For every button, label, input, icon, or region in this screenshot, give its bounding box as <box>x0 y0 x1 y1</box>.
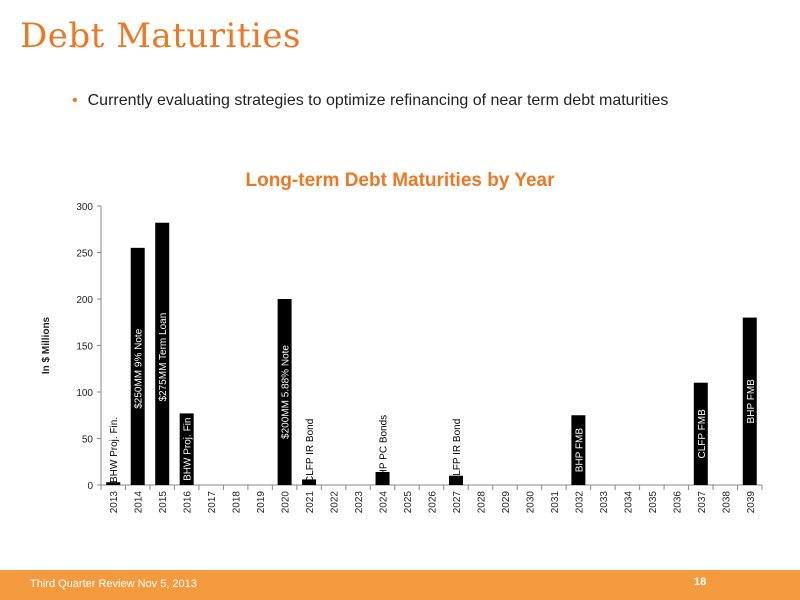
y-tick-label: 0 <box>87 481 93 492</box>
chart-title: Long-term Debt Maturities by Year <box>245 170 555 191</box>
bar-annotation-2027: CLFP IR Bond <box>452 419 463 483</box>
y-tick-label: 250 <box>76 249 93 260</box>
x-tick-label: 2033 <box>599 491 610 514</box>
bar-2015 <box>155 222 170 486</box>
x-tick-label: 2013 <box>109 491 120 514</box>
x-tick-label: 2016 <box>183 491 194 514</box>
x-tick-label: 2027 <box>452 491 463 514</box>
x-tick-label: 2015 <box>158 491 169 514</box>
x-tick-label: 2028 <box>476 491 487 514</box>
bar-2039 <box>742 317 757 485</box>
x-tick-label: 2020 <box>281 491 292 514</box>
x-tick-label: 2038 <box>721 491 732 514</box>
bar-2032 <box>571 415 586 485</box>
bullet-icon: • <box>72 92 78 109</box>
x-tick-label: 2018 <box>232 491 243 514</box>
x-tick-label: 2019 <box>256 491 267 514</box>
bar-2020 <box>277 299 292 485</box>
x-tick-label: 2032 <box>574 491 585 514</box>
bar-annotation-2016: BHW Proj. Fin <box>183 418 194 481</box>
bar-2014 <box>130 247 145 485</box>
bar-annotation-2021: CLFP IR Bond <box>305 419 316 483</box>
slide-title: Debt Maturities <box>20 16 301 56</box>
bar-2013 <box>106 482 121 485</box>
x-tick-label: 2031 <box>550 491 561 514</box>
x-tick-label: 2039 <box>746 491 757 514</box>
x-tick-label: 2026 <box>428 491 439 514</box>
bar-annotation-2032: BHP FMB <box>574 428 585 473</box>
x-tick-label: 2017 <box>207 491 218 514</box>
x-tick-label: 2014 <box>134 491 145 514</box>
bar-annotation-2015: $275MM Term Loan <box>158 313 169 402</box>
y-axis-label: In $ Millions <box>41 316 52 374</box>
y-tick-label: 150 <box>76 342 93 353</box>
bar-2027 <box>448 475 463 485</box>
bar-annotation-2037: CLFP FMB <box>697 409 708 459</box>
x-tick-label: 2037 <box>697 491 708 514</box>
bar-2021 <box>302 479 317 485</box>
debt-maturities-chart: 0 50 100 150 200 250 300 In $ Millions 2013 2014 2… <box>41 202 763 514</box>
footer-bar <box>0 570 800 600</box>
bar-annotation-2014: $250MM 9% Note <box>134 328 145 408</box>
x-tick-label: 2034 <box>623 491 634 514</box>
bar-annotation-2015: BHW Proj. Fin. <box>158 417 169 483</box>
x-tick-label: 2024 <box>379 491 390 514</box>
bullet-point: • Currently evaluating strategies to opti… <box>72 92 668 110</box>
bar-annotation-2039: BHP FMB <box>746 379 757 424</box>
footer-text: Third Quarter Review Nov 5, 2013 <box>30 578 197 590</box>
bar-annotation-2020: $200MM 5.88% Note <box>281 345 292 439</box>
bar-annotation-2014: BHW Proj. Fin. <box>134 417 145 483</box>
x-tick-label: 2035 <box>648 491 659 514</box>
x-tick-label: 2022 <box>330 491 341 514</box>
y-tick-label: 50 <box>82 435 94 446</box>
bar-2037 <box>693 382 708 485</box>
page-number: 18 <box>694 576 707 588</box>
x-tick-label: 2030 <box>525 491 536 514</box>
x-tick-label: 2029 <box>501 491 512 514</box>
bar-2016 <box>179 413 194 485</box>
y-tick-label: 300 <box>76 202 93 213</box>
x-tick-label: 2036 <box>672 491 683 514</box>
y-tick-label: 200 <box>76 295 93 306</box>
bullet-text: Currently evaluating strategies to optim… <box>87 92 669 109</box>
bar-annotation-2013: BHW Proj. Fin. <box>109 417 120 483</box>
bar-2024 <box>375 471 390 485</box>
y-tick-label: 100 <box>76 388 93 399</box>
x-tick-label: 2025 <box>403 491 414 514</box>
x-tick-label: 2023 <box>354 491 365 514</box>
bar-annotation-2024: BHP PC Bonds <box>379 415 390 483</box>
x-tick-label: 2021 <box>305 491 316 514</box>
